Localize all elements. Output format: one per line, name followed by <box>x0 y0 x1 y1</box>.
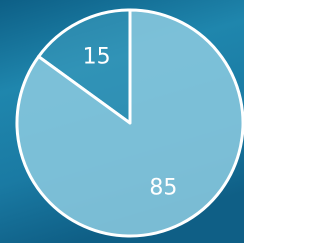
page: {"chart_data": {"type": "pie", "values":… <box>0 0 244 243</box>
slice-label: 85 <box>149 175 177 200</box>
slice-label: 15 <box>83 45 111 70</box>
